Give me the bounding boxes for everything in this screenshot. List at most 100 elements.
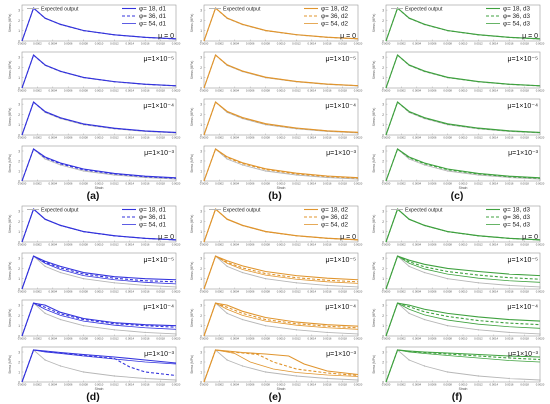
x-tick-label: 0.0008 [79, 136, 88, 140]
x-tick-label: 0.0018 [156, 383, 165, 387]
mu-label: μ = 0 [158, 234, 174, 241]
legend-label: φ= 54, d3 [503, 222, 531, 229]
x-tick-label: 0.0000 [18, 383, 27, 387]
mu-label: μ = 0 [158, 33, 174, 40]
x-tick-label: 0.0004 [231, 182, 240, 186]
expected-point [326, 331, 328, 334]
x-tick-label: 0.0014 [308, 42, 317, 46]
expected-point [59, 365, 62, 367]
y-tick-label: 1 [200, 29, 202, 33]
y-tick-label: 0 [382, 134, 384, 138]
y-tick-label: 1 [382, 170, 384, 174]
y-axis-label: Stress (MPa) [372, 262, 376, 281]
x-tick-label: 0.0018 [520, 89, 529, 93]
subplot: 0 1 2 3 Stress (MPa) 0.0000 0.0002 0.0004 0.0006… [8, 51, 181, 93]
x-tick-label: 0.0008 [443, 337, 452, 341]
x-tick-label: 0.0008 [443, 89, 452, 93]
y-axis-label: Stress (MPa) [8, 108, 12, 127]
x-tick-label: 0.0006 [428, 290, 437, 294]
legend-label: Expected output [41, 208, 79, 214]
x-tick-label: 0.0002 [215, 337, 224, 341]
series-line-expected [21, 302, 177, 337]
x-tick-label: 0.0018 [156, 182, 165, 186]
expected-point [241, 318, 244, 321]
y-tick-label: 1 [18, 76, 20, 80]
legend: Expected output φ= 18, d2φ= 36, d2φ= 54, … [209, 6, 349, 28]
plot-frame [385, 346, 541, 383]
y-tick-label: 2 [382, 314, 384, 318]
plot-frame [203, 205, 359, 243]
panel-label: (a) [87, 190, 100, 202]
y-tick-label: 0 [382, 40, 384, 44]
series-line-expected [385, 349, 541, 383]
plot-frame [21, 51, 177, 89]
mu-label: μ=1×10⁻⁴ [143, 103, 174, 110]
x-tick-label: 0.0020 [172, 42, 181, 46]
mu-label: μ=1×10⁻⁵ [508, 257, 539, 264]
y-tick-label: 0 [18, 87, 20, 91]
y-tick-label: 3 [18, 56, 20, 60]
x-tick-label: 0.0006 [64, 383, 73, 387]
subplot: 0 1 2 3 Stress (MPa) 0.0000 0.0002 0.0004 0.0006… [372, 145, 545, 190]
x-tick-label: 0.0012 [110, 42, 119, 46]
expected-point [44, 265, 46, 268]
x-tick-label: 0.0014 [126, 243, 135, 247]
y-tick-label: 3 [200, 56, 202, 60]
expected-point [357, 333, 359, 335]
x-tick-label: 0.0014 [490, 89, 499, 93]
x-tick-label: 0.0010 [459, 42, 468, 46]
y-tick-label: 0 [200, 40, 202, 44]
expected-point [82, 278, 85, 280]
y-tick-label: 2 [18, 267, 20, 271]
series-line-phi-36 [203, 101, 359, 136]
y-tick-label: 2 [200, 361, 202, 365]
x-tick-label: 0.0002 [397, 182, 406, 186]
x-tick-label: 0.0014 [126, 337, 135, 341]
x-tick-label: 0.0004 [49, 290, 58, 294]
series-line-phi-36 [385, 54, 541, 89]
x-tick-label: 0.0010 [459, 136, 468, 140]
expected-point [175, 333, 177, 335]
expected-point [446, 278, 449, 280]
y-tick-label: 0 [18, 180, 20, 184]
x-tick-label: 0.0006 [246, 337, 255, 341]
y-axis-label: Stress (MPa) [8, 309, 12, 328]
x-tick-label: 0.0012 [292, 182, 301, 186]
y-tick-label: 1 [200, 371, 202, 375]
y-tick-label: 0 [200, 381, 202, 385]
series-line-expected [203, 302, 359, 337]
legend-label: φ= 18, d3 [503, 6, 531, 13]
x-tick-label: 0.0012 [292, 42, 301, 46]
y-tick-label: 1 [382, 76, 384, 80]
x-tick-label: 0.0020 [172, 89, 181, 93]
x-tick-label: 0.0020 [354, 243, 363, 247]
series-line-phi-54 [203, 349, 359, 383]
x-tick-label: 0.0008 [443, 290, 452, 294]
x-tick-label: 0.0016 [141, 136, 150, 140]
x-tick-label: 0.0014 [308, 89, 317, 93]
x-tick-label: 0.0018 [338, 89, 347, 93]
y-tick-label: 3 [200, 103, 202, 107]
x-tick-label: 0.0000 [18, 337, 27, 341]
x-tick-label: 0.0008 [443, 42, 452, 46]
y-tick-label: 1 [382, 29, 384, 33]
x-tick-label: 0.0004 [231, 89, 240, 93]
x-tick-label: 0.0002 [33, 136, 42, 140]
series-line-phi-54 [21, 302, 177, 337]
x-tick-label: 0.0016 [141, 89, 150, 93]
x-tick-label: 0.0006 [428, 182, 437, 186]
x-tick-label: 0.0014 [126, 383, 135, 387]
x-tick-label: 0.0016 [323, 89, 332, 93]
series-line-phi-54 [21, 208, 177, 243]
plot-frame [203, 98, 359, 136]
x-tick-label: 0.0002 [397, 383, 406, 387]
y-tick-label: 3 [382, 257, 384, 261]
y-tick-label: 1 [200, 170, 202, 174]
x-tick-label: 0.0002 [397, 290, 406, 294]
mu-label: μ=1×10⁻⁴ [143, 304, 174, 311]
x-tick-label: 0.0018 [338, 136, 347, 140]
y-tick-label: 0 [382, 180, 384, 184]
plot-frame [203, 252, 359, 290]
y-tick-label: 3 [200, 351, 202, 355]
